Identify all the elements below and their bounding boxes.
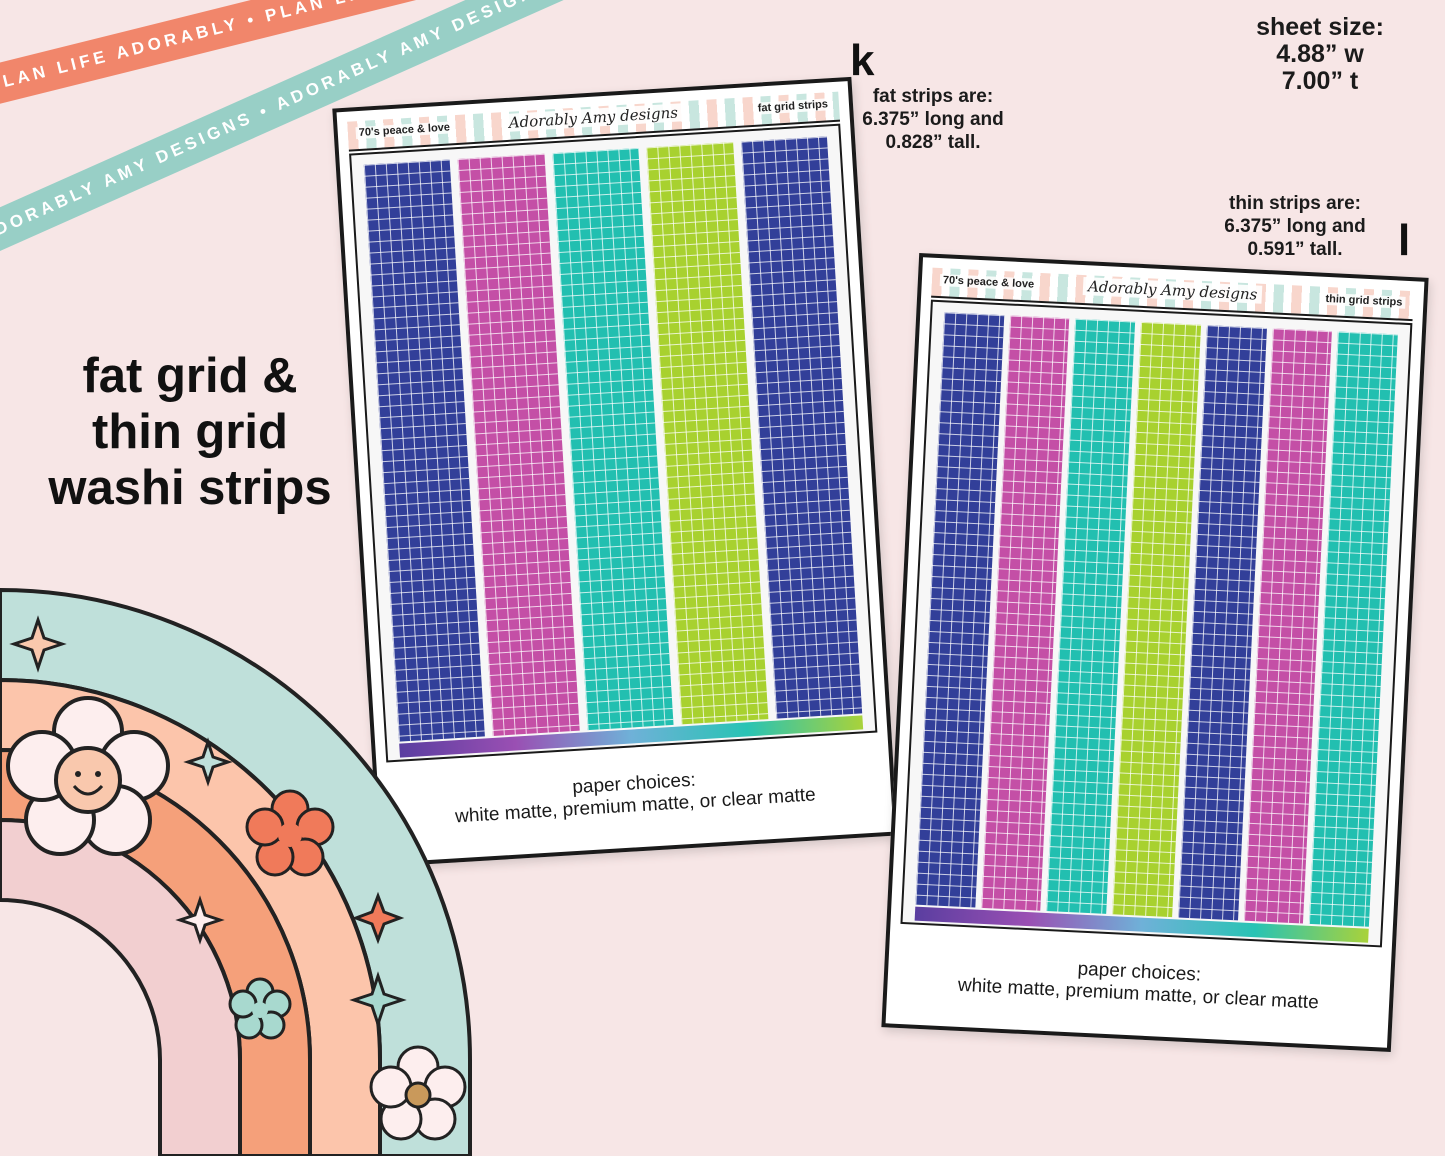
sparkle-icon (351, 891, 405, 945)
rainbow-illustration (0, 587, 472, 1156)
fat-info-line-2: 6.375” long and (862, 109, 1004, 130)
sparkle-icon (349, 971, 407, 1029)
headline-line-1: fat grid & (82, 349, 298, 403)
thin-sheet-letter: l (1398, 216, 1411, 265)
sheet-size-info: sheet size: 4.88” w 7.00” t (1230, 14, 1410, 95)
white-flower-icon (369, 1045, 467, 1141)
product-headline: fat grid & thin grid washi strips (20, 348, 360, 516)
sheet-theme-label: 70's peace & love (355, 121, 454, 140)
brand-logo: Adorably Amy designs (1082, 277, 1263, 304)
sheet-type-label: thin grid strips (1322, 292, 1406, 309)
fat-strips-info: fat strips are: 6.375” long and 0.828” t… (843, 85, 1023, 154)
headline-line-3: washi strips (48, 461, 332, 515)
thin-strips-info: thin strips are: 6.375” long and 0.591” … (1205, 192, 1385, 261)
sheet-type-label: fat grid strips (754, 98, 832, 115)
thin-info-line-1: thin strips are: (1229, 193, 1361, 214)
strip-area (900, 299, 1413, 948)
sparkle-icon (9, 615, 67, 673)
thin-grid-sheet: 70's peace & love Adorably Amy designs t… (881, 253, 1429, 1052)
thin-info-line-2: 6.375” long and (1224, 216, 1366, 237)
smiley-flower-icon (6, 696, 170, 856)
sheet-size-label: sheet size: (1256, 13, 1384, 41)
brand-logo: Adorably Amy designs (503, 103, 684, 133)
teal-flower-icon (228, 977, 292, 1040)
thin-strips (915, 312, 1398, 927)
sparkle-icon (183, 737, 233, 787)
sparkle-icon (175, 895, 225, 945)
fat-sheet-letter: k (850, 36, 875, 85)
fat-info-line-1: fat strips are: (872, 86, 994, 107)
sheet-size-height: 7.00” t (1281, 67, 1359, 95)
paper-choices: paper choices: white matte, premium matt… (887, 949, 1391, 1017)
headline-line-2: thin grid (92, 405, 288, 459)
sheet-size-width: 4.88” w (1276, 40, 1364, 68)
sheet-theme-label: 70's peace & love (939, 274, 1038, 291)
fat-info-line-3: 0.828” tall. (885, 132, 981, 153)
orange-flower-icon (245, 789, 335, 877)
thin-info-line-3: 0.591” tall. (1247, 239, 1343, 260)
